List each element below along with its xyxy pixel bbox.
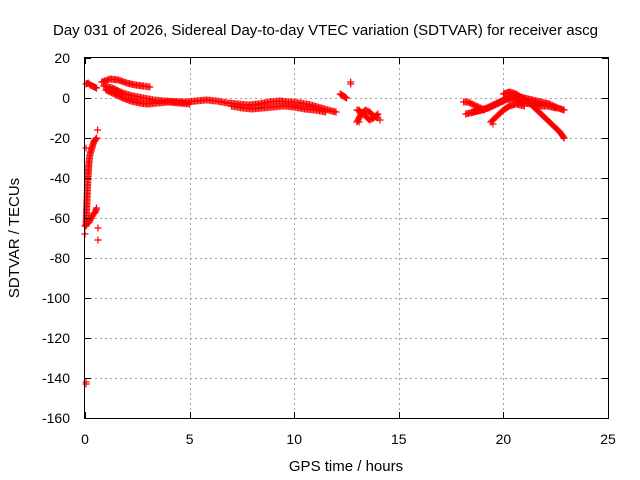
data-point bbox=[559, 133, 567, 141]
plot-frame bbox=[84, 57, 609, 419]
data-point bbox=[82, 144, 90, 152]
data-point bbox=[92, 135, 100, 143]
grid-lines bbox=[85, 58, 608, 418]
data-point bbox=[94, 126, 102, 134]
data-point bbox=[93, 84, 101, 92]
x-tick-labels: 0 5 10 15 20 25 bbox=[81, 431, 616, 447]
x-tick-label: 5 bbox=[186, 431, 194, 447]
y-tick-label: -40 bbox=[50, 170, 70, 186]
chart-title: Day 031 of 2026, Sidereal Day-to-day VTE… bbox=[53, 22, 598, 39]
x-tick-label: 20 bbox=[496, 431, 512, 447]
y-tick-label: -160 bbox=[42, 410, 70, 426]
data-point bbox=[355, 118, 363, 126]
data-point bbox=[94, 224, 102, 232]
data-point bbox=[332, 108, 340, 116]
data-point bbox=[489, 120, 497, 128]
data-point bbox=[376, 116, 384, 124]
x-tick-label: 10 bbox=[286, 431, 302, 447]
data-point bbox=[374, 110, 382, 118]
data-point bbox=[343, 94, 350, 102]
y-tick-label: 20 bbox=[54, 50, 70, 66]
axis-ticks bbox=[85, 58, 609, 419]
y-tick-label: -120 bbox=[42, 330, 70, 346]
data-point bbox=[341, 93, 349, 101]
data-point bbox=[93, 204, 101, 212]
data-point bbox=[94, 236, 102, 244]
y-tick-label: -140 bbox=[42, 370, 70, 386]
data-points bbox=[81, 75, 568, 388]
data-point bbox=[82, 380, 90, 388]
y-tick-label: -100 bbox=[42, 290, 70, 306]
data-point bbox=[560, 134, 568, 142]
data-point bbox=[146, 83, 154, 91]
data-point bbox=[93, 134, 101, 142]
y-tick-label: -80 bbox=[50, 250, 70, 266]
data-point bbox=[552, 104, 560, 112]
y-tick-label: 0 bbox=[62, 90, 70, 106]
data-point bbox=[186, 100, 194, 108]
x-axis-label: GPS time / hours bbox=[289, 458, 403, 475]
data-point bbox=[520, 102, 528, 110]
y-tick-labels: 20 0 -20 -40 -60 -80 -100 -120 -140 -160 bbox=[42, 50, 70, 426]
data-point bbox=[322, 108, 330, 116]
data-point bbox=[355, 106, 363, 114]
x-tick-label: 0 bbox=[81, 431, 89, 447]
x-tick-label: 15 bbox=[391, 431, 407, 447]
y-tick-label: -20 bbox=[50, 130, 70, 146]
data-point bbox=[347, 78, 355, 86]
y-axis-label: SDTVAR / TECUs bbox=[6, 178, 23, 298]
y-tick-label: -60 bbox=[50, 210, 70, 226]
data-point bbox=[373, 111, 381, 119]
data-point bbox=[560, 106, 568, 114]
x-tick-label: 25 bbox=[600, 431, 616, 447]
